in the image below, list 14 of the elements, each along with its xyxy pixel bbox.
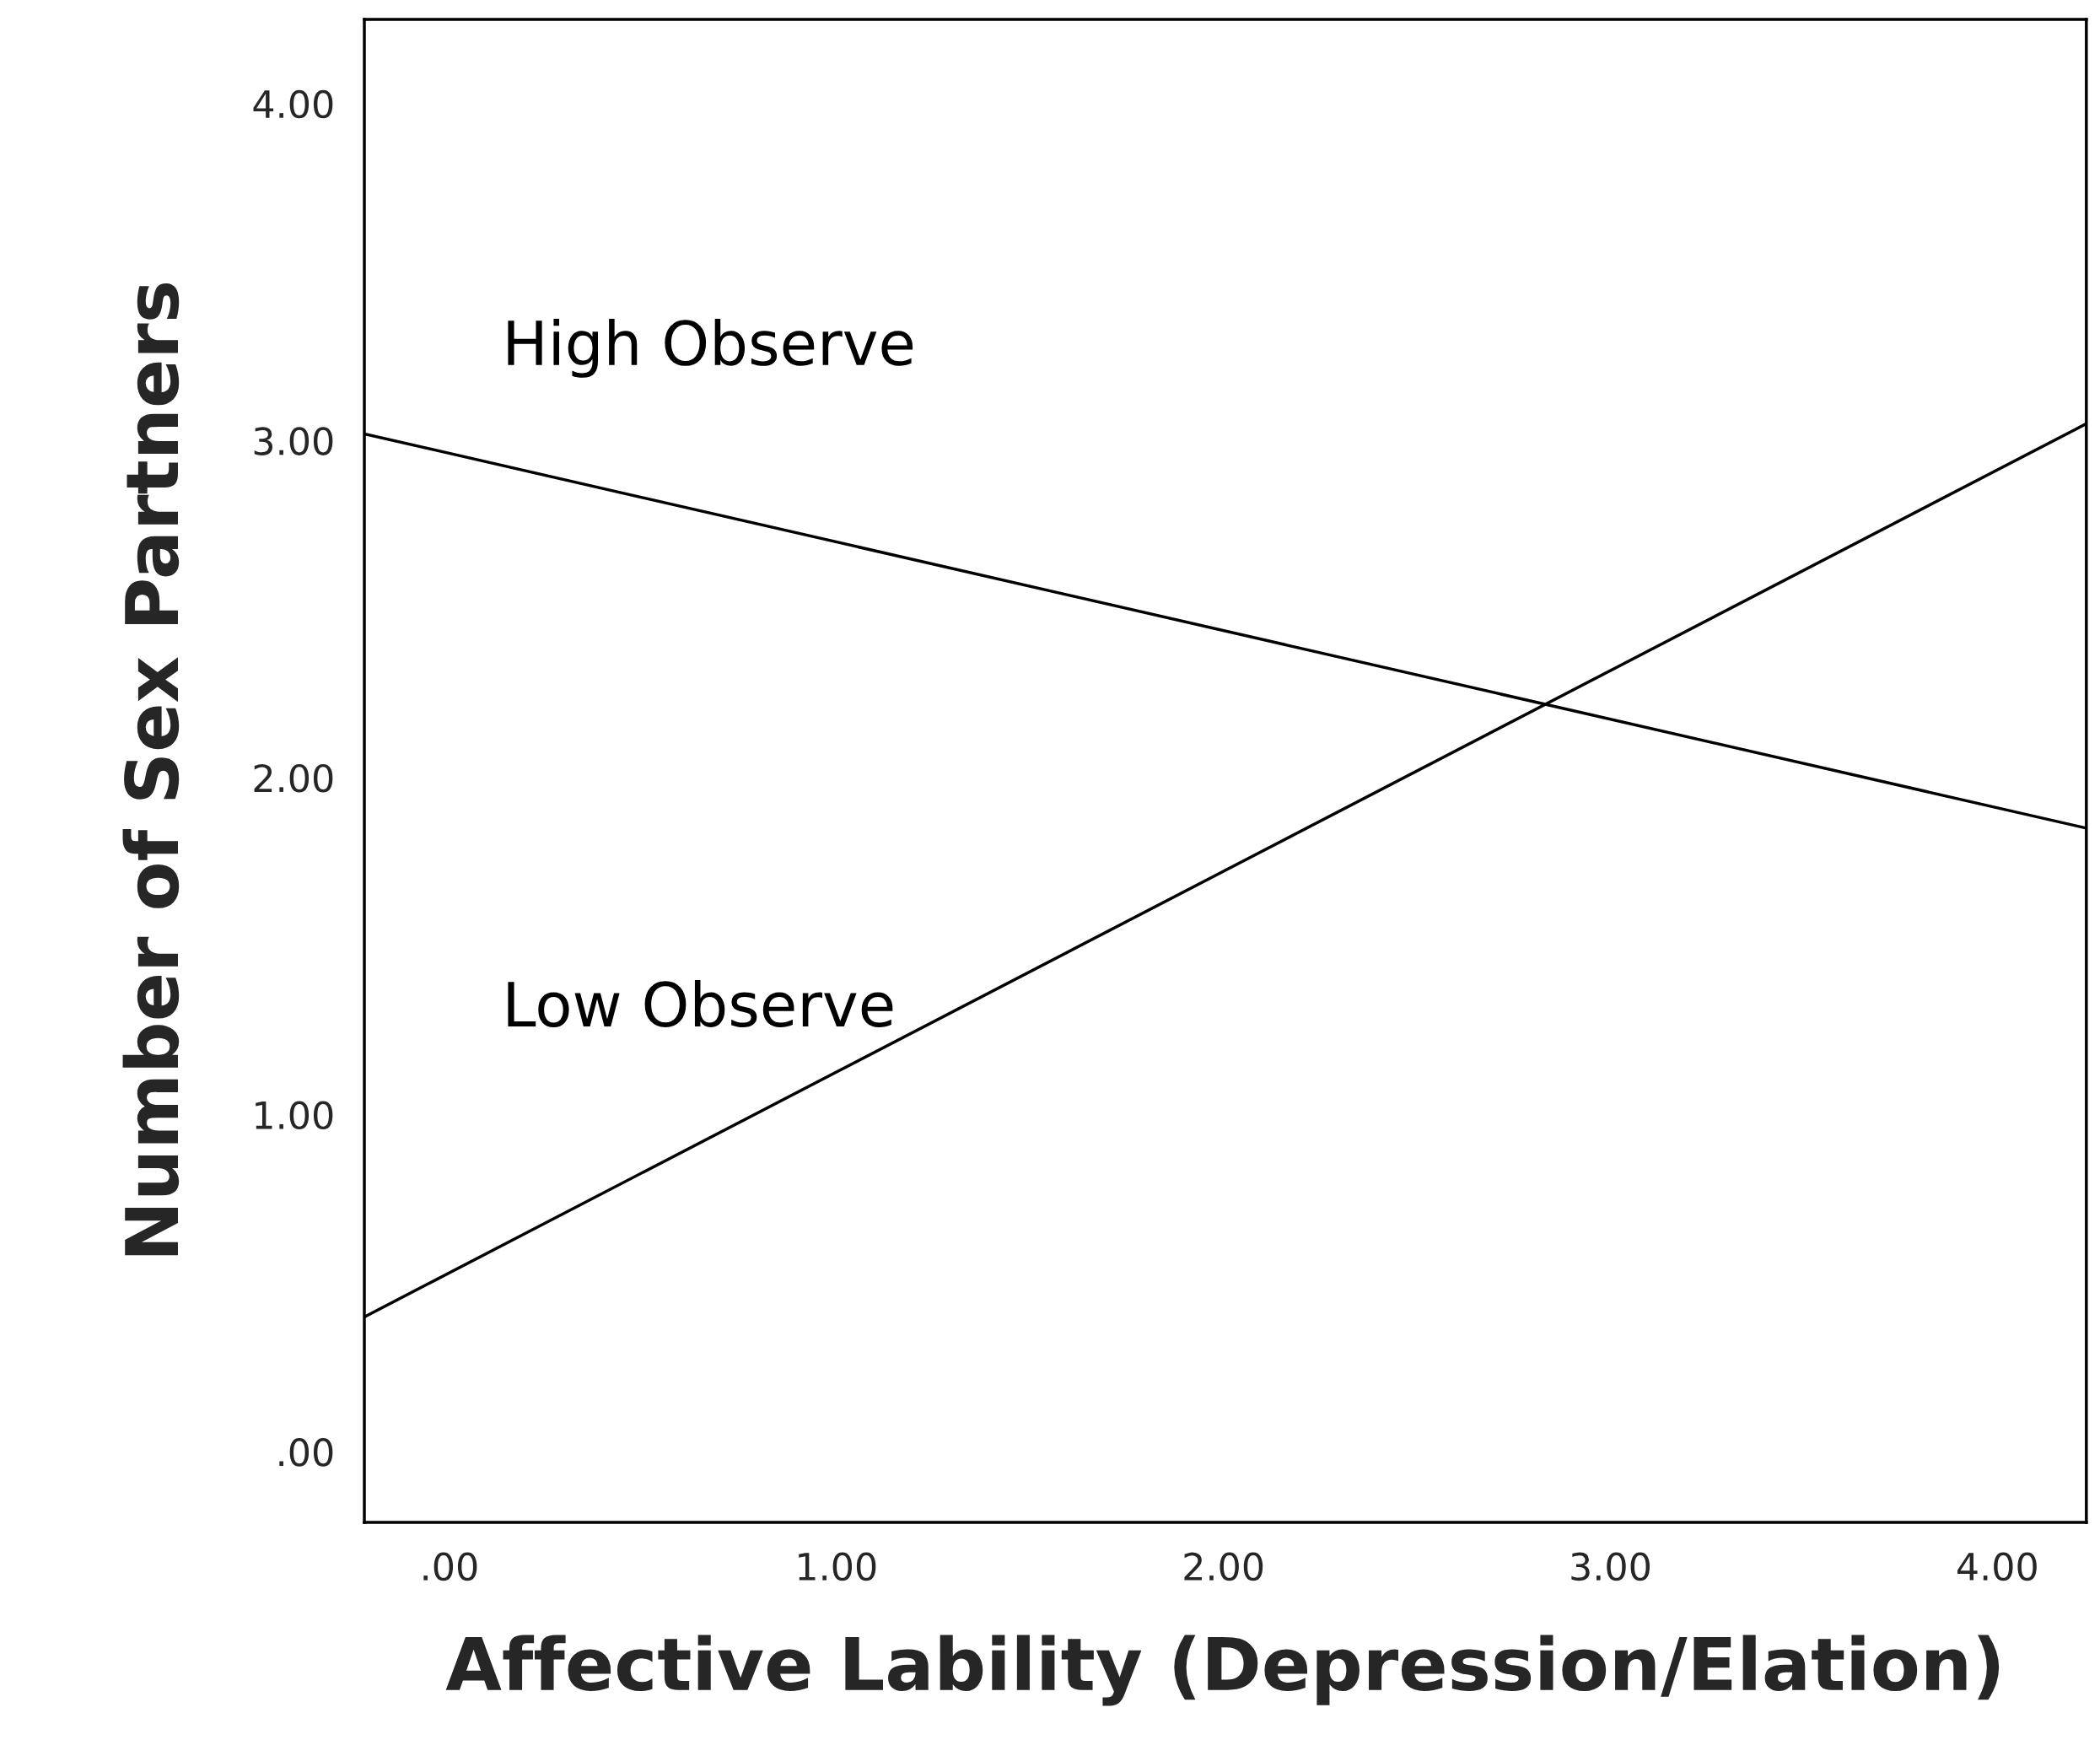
series-label: Low Observe xyxy=(508,980,893,1027)
series-label: High Observe xyxy=(508,318,913,378)
y-axis-title: Number of Sex Partners xyxy=(122,283,180,1256)
y-tick-label: 2.00 xyxy=(254,763,333,793)
x-tick-label: 1.00 xyxy=(799,1552,876,1581)
x-axis-title: Affective Lability (Depression/Elation) xyxy=(445,1635,2000,1706)
y-tick-label: .00 xyxy=(279,1438,333,1467)
x-tick-label: 4.00 xyxy=(1957,1552,2037,1581)
x-tick-label: .00 xyxy=(423,1552,477,1581)
x-tick-label: 3.00 xyxy=(1571,1552,1650,1581)
y-tick-label: 4.00 xyxy=(253,89,333,119)
y-tick-label: 1.00 xyxy=(256,1101,333,1130)
x-tick-label: 2.00 xyxy=(1184,1552,1263,1581)
y-tick-label: 3.00 xyxy=(254,427,333,455)
